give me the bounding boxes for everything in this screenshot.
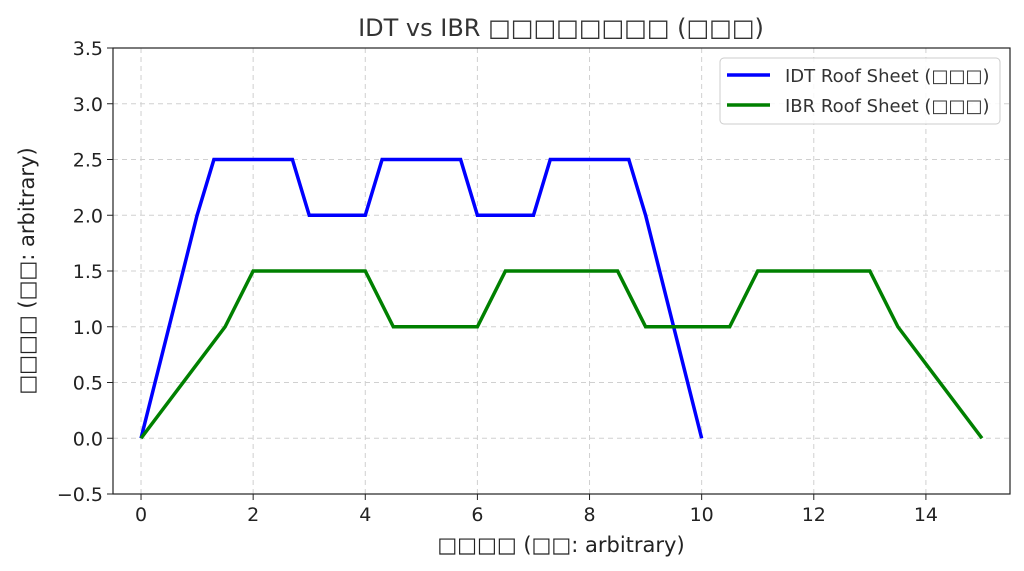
x-tick-label: 4 xyxy=(359,504,371,526)
y-tick-label: −0.5 xyxy=(57,484,103,506)
y-tick-label: 1.0 xyxy=(73,317,103,339)
x-tick-label: 10 xyxy=(690,504,714,526)
series-line-idt xyxy=(139,157,704,439)
y-tick-label: 0.5 xyxy=(73,373,103,395)
legend-box xyxy=(719,57,1001,125)
x-tick-label: 6 xyxy=(471,504,483,526)
y-tick-label: 2.0 xyxy=(73,205,103,227)
y-tick-label: 3.5 xyxy=(73,38,103,60)
x-tick-label: 0 xyxy=(135,504,147,526)
x-tick-label: 2 xyxy=(247,504,259,526)
chart-title: IDT vs IBR □□□□□□□□ (□□□) xyxy=(358,14,764,42)
series-lines xyxy=(139,157,984,440)
legend-label-ibr: IBR Roof Sheet (□□□) xyxy=(785,96,990,117)
x-axis-label: □□□□ (□□: arbitrary) xyxy=(437,533,684,557)
series-line-ibr xyxy=(139,269,984,440)
y-axis-label: □□□□ (□□: arbitrary) xyxy=(15,147,39,394)
x-tick-label: 12 xyxy=(802,504,826,526)
legend-label-idt: IDT Roof Sheet (□□□) xyxy=(785,66,990,87)
y-tick-label: 2.5 xyxy=(73,150,103,172)
y-tick-label: 1.5 xyxy=(73,261,103,283)
ticks: 0 2 4 6 8 10 12 14 −0.5 0.0 0.5 1.0 1.5 2.0 2.5 3.0 3.5 xyxy=(57,38,938,526)
x-tick-label: 14 xyxy=(914,504,938,526)
legend: IDT Roof Sheet (□□□) IBR Roof Sheet (□□□… xyxy=(719,57,1001,125)
x-tick-label: 8 xyxy=(583,504,595,526)
y-tick-label: 0.0 xyxy=(73,428,103,450)
y-tick-label: 3.0 xyxy=(73,94,103,116)
